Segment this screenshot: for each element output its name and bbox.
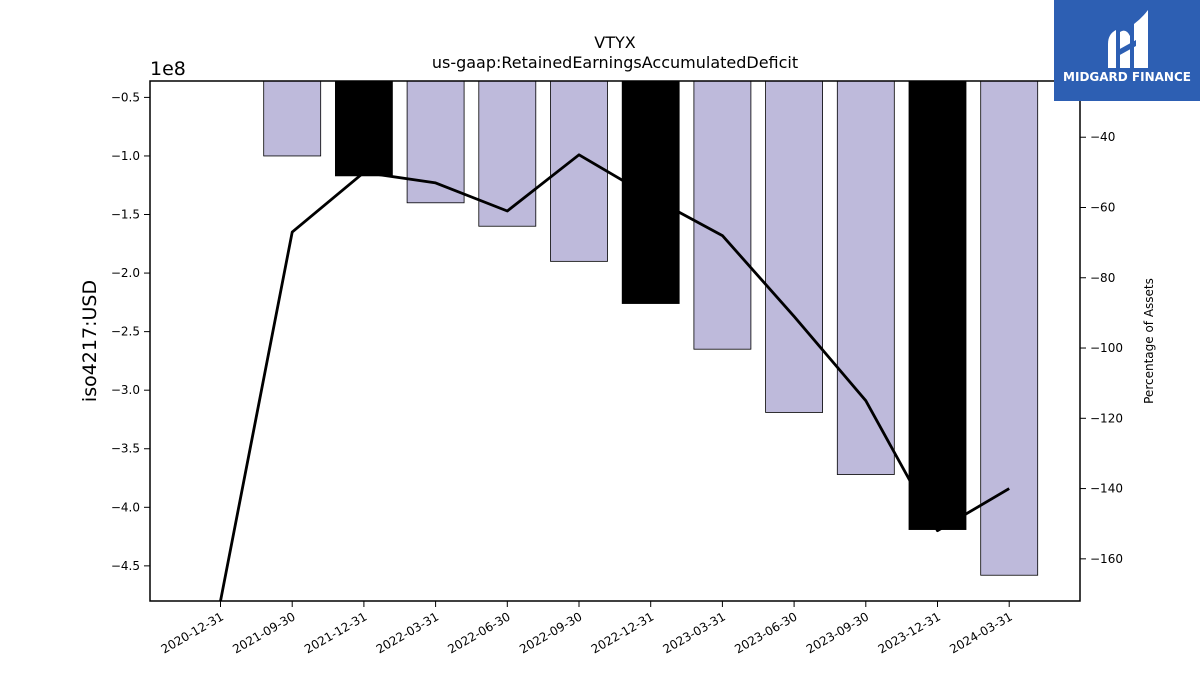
bar-2023-09-30 <box>836 80 895 475</box>
y2-tick-label: −140 <box>1090 482 1123 496</box>
chart-subtitle: us-gaap:RetainedEarningsAccumulatedDefic… <box>432 53 798 72</box>
x-axis-ticks: 2020-12-31 2021-09-30 2021-12-31 2022-03-31… <box>159 601 1015 656</box>
y2-tick-label: −100 <box>1090 341 1123 355</box>
y-axis-offset-text: 1e8 <box>150 58 186 80</box>
bar-2024-03-31 <box>980 80 1039 576</box>
x-tick-label: 2020-12-31 <box>159 609 226 656</box>
x-tick-label: 2022-03-31 <box>374 609 441 656</box>
bars-group <box>263 80 1039 576</box>
y2-tick-label: −80 <box>1090 271 1115 285</box>
y-tick-label: −3.0 <box>111 383 140 397</box>
y-tick-label: −0.5 <box>111 90 140 104</box>
logo-mark-icon <box>1108 10 1148 69</box>
y2-tick-label: −40 <box>1090 130 1115 144</box>
bar-2022-06-30 <box>478 80 537 227</box>
x-tick-label: 2024-03-31 <box>947 609 1014 656</box>
y-tick-label: −1.0 <box>111 149 140 163</box>
y-tick-label: −1.5 <box>111 208 140 222</box>
line-group <box>219 153 1010 601</box>
x-tick-label: 2022-12-31 <box>589 609 656 656</box>
y-tick-label: −2.0 <box>111 266 140 280</box>
y-tick-label: −4.5 <box>111 559 140 573</box>
x-tick-label: 2023-12-31 <box>876 609 943 656</box>
x-tick-label: 2022-06-30 <box>445 609 512 656</box>
bar-2022-03-31 <box>406 80 465 204</box>
y2-axis-label: Percentage of Assets <box>1142 278 1156 404</box>
y-tick-label: −4.0 <box>111 500 140 514</box>
x-tick-label: 2023-06-30 <box>732 609 799 656</box>
y2-tick-label: −160 <box>1090 552 1123 566</box>
y2-axis-ticks: −160 −140 −120 −100 −80 −60 −40 <box>1080 130 1123 566</box>
y-axis-label: iso4217:USD <box>79 280 101 402</box>
x-tick-label: 2023-09-30 <box>804 609 871 656</box>
percentage-of-assets-line <box>219 153 1010 601</box>
bar-2023-03-31 <box>693 80 752 350</box>
x-tick-label: 2023-03-31 <box>660 609 727 656</box>
bar-2021-09-30 <box>263 80 322 157</box>
y-tick-label: −3.5 <box>111 442 140 456</box>
bar-2021-12-31 <box>334 80 393 177</box>
brand-logo: MIDGARD FINANCE <box>1054 0 1200 101</box>
bar-2023-12-31 <box>908 80 967 530</box>
y2-tick-label: −60 <box>1090 200 1115 214</box>
y-axis-ticks: −4.5 −4.0 −3.5 −3.0 −2.5 −2.0 −1.5 −1.0 −0.5 <box>111 90 150 573</box>
plot-frame <box>149 80 1081 602</box>
y2-tick-label: −120 <box>1090 411 1123 425</box>
x-tick-label: 2021-12-31 <box>302 609 369 656</box>
chart-title: VTYX <box>594 33 635 52</box>
logo-text: MIDGARD FINANCE <box>1063 70 1191 84</box>
x-tick-label: 2022-09-30 <box>517 609 584 656</box>
bar-2023-06-30 <box>765 80 823 413</box>
bar-2022-12-31 <box>621 80 680 304</box>
y-tick-label: −2.5 <box>111 325 140 339</box>
x-tick-label: 2021-09-30 <box>230 609 297 656</box>
